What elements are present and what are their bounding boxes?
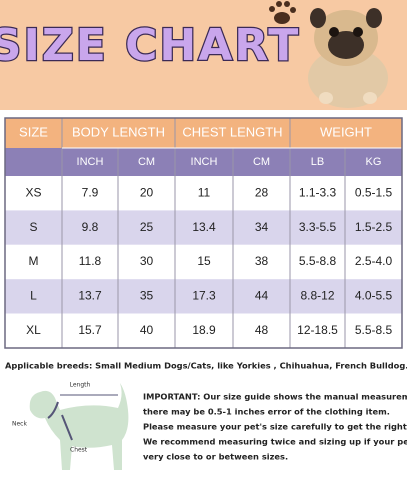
title: SIZE CHART bbox=[0, 20, 300, 71]
cell: 11 bbox=[198, 185, 211, 199]
sub-header-bg bbox=[5, 148, 402, 176]
cell: 11.8 bbox=[79, 254, 102, 268]
cell: 8.8-12 bbox=[300, 289, 334, 303]
group-header-bg bbox=[5, 118, 402, 148]
cell: 20 bbox=[140, 185, 154, 199]
cell: 30 bbox=[140, 254, 154, 268]
notice: IMPORTANT: Our size guide shows the manu… bbox=[143, 392, 407, 462]
cell: 1.5-2.5 bbox=[355, 220, 393, 234]
cell: 1.1-3.3 bbox=[299, 185, 337, 199]
cell: 44 bbox=[255, 289, 269, 303]
cell: 9.8 bbox=[82, 220, 99, 234]
neck-label: Neck bbox=[12, 421, 27, 428]
cell: 18.9 bbox=[192, 323, 216, 337]
cell: XS bbox=[25, 185, 41, 199]
row-bg bbox=[5, 176, 402, 211]
size-table: XS 7.9 20 11 28 1.1-3.3 0.5-1.5 S 9.8 25 13.4 34 3.3… bbox=[4, 117, 403, 349]
cell: 17.3 bbox=[192, 289, 216, 303]
row-bg bbox=[5, 279, 402, 314]
cell: 2.5-4.0 bbox=[355, 254, 393, 268]
sub-header: LB bbox=[311, 156, 324, 168]
cell: S bbox=[29, 220, 37, 234]
cell: 38 bbox=[255, 254, 269, 268]
cell: 7.9 bbox=[82, 185, 99, 199]
notice-line: IMPORTANT: Our size guide shows the manu… bbox=[143, 392, 407, 402]
notice-line: very close to or between sizes. bbox=[143, 452, 288, 462]
cell: 34 bbox=[255, 220, 269, 234]
cell: 15.7 bbox=[78, 323, 102, 337]
table-frame bbox=[4, 117, 403, 349]
cell: 3.3-5.5 bbox=[299, 220, 337, 234]
row-bg bbox=[5, 313, 402, 348]
chest-label: Chest bbox=[70, 447, 88, 454]
length-label: Length bbox=[70, 382, 91, 389]
cell: 4.0-5.5 bbox=[355, 289, 393, 303]
sub-header: INCH bbox=[77, 156, 104, 168]
cell: 35 bbox=[140, 289, 154, 303]
notice-line: We recommend measuring twice and sizing … bbox=[143, 437, 407, 447]
cell: 12-18.5 bbox=[297, 323, 338, 337]
breeds: Applicable breeds: Small Medium Dogs/Cat… bbox=[5, 361, 407, 371]
notice-line: Please measure your pet's size carefully… bbox=[143, 422, 407, 432]
group-header: CHEST LENGTH bbox=[182, 124, 282, 139]
cell: 25 bbox=[140, 220, 154, 234]
cell: 5.5-8.8 bbox=[299, 254, 337, 268]
group-header: WEIGHT bbox=[320, 124, 372, 139]
paw bbox=[269, 1, 296, 24]
sub-header: KG bbox=[366, 156, 382, 168]
cell: 13.4 bbox=[192, 220, 216, 234]
cell: 40 bbox=[140, 323, 154, 337]
cell: M bbox=[29, 254, 39, 268]
cell: 5.5-8.5 bbox=[355, 323, 393, 337]
sub-header: INCH bbox=[191, 156, 218, 168]
cell: 28 bbox=[255, 185, 269, 199]
sub-header: CM bbox=[138, 156, 155, 168]
sub-header: CM bbox=[253, 156, 270, 168]
cell: L bbox=[30, 289, 37, 303]
cell: 0.5-1.5 bbox=[355, 185, 393, 199]
notice-line: there may be 0.5-1 inches error of the c… bbox=[143, 407, 390, 417]
row-bg bbox=[5, 210, 402, 245]
dog-diagram bbox=[29, 383, 129, 470]
pug-photo bbox=[308, 8, 388, 108]
group-header: BODY LENGTH bbox=[72, 124, 165, 139]
group-header: SIZE bbox=[19, 124, 48, 139]
cell: 48 bbox=[255, 323, 269, 337]
cell: 13.7 bbox=[78, 289, 102, 303]
row-bg bbox=[5, 244, 402, 280]
cell: XL bbox=[26, 323, 41, 337]
cell: 15 bbox=[197, 254, 211, 268]
